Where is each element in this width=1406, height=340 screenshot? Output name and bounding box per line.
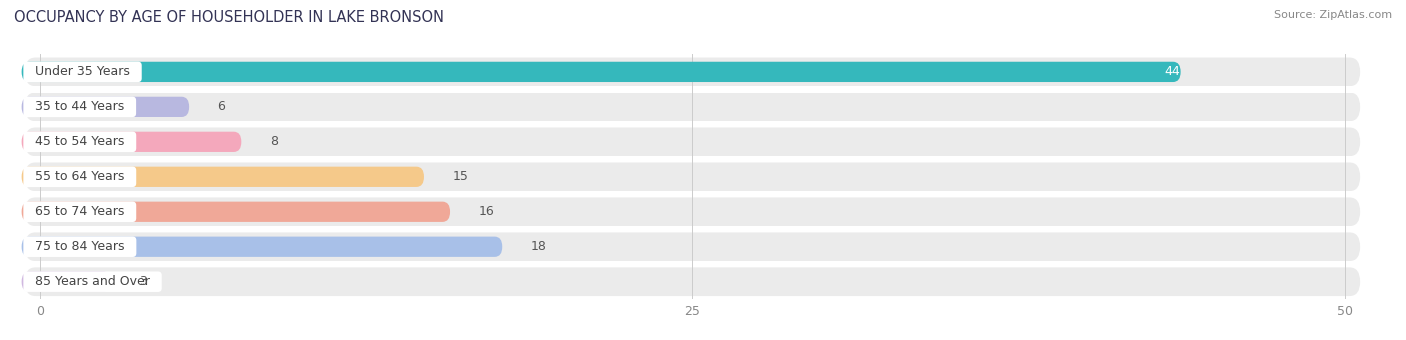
FancyBboxPatch shape [25, 57, 1360, 86]
FancyBboxPatch shape [21, 237, 502, 257]
Text: 65 to 74 Years: 65 to 74 Years [27, 205, 132, 218]
Bar [14, 191, 1371, 198]
Text: 16: 16 [478, 205, 495, 218]
Text: OCCUPANCY BY AGE OF HOUSEHOLDER IN LAKE BRONSON: OCCUPANCY BY AGE OF HOUSEHOLDER IN LAKE … [14, 10, 444, 25]
FancyBboxPatch shape [21, 202, 450, 222]
Text: Under 35 Years: Under 35 Years [27, 65, 138, 79]
FancyBboxPatch shape [21, 272, 111, 292]
Bar [14, 156, 1371, 163]
FancyBboxPatch shape [21, 62, 1181, 82]
FancyBboxPatch shape [25, 163, 1360, 191]
Text: 8: 8 [270, 135, 278, 148]
FancyBboxPatch shape [25, 198, 1360, 226]
FancyBboxPatch shape [25, 128, 1360, 156]
Text: 15: 15 [453, 170, 468, 183]
FancyBboxPatch shape [25, 92, 1360, 121]
Text: 6: 6 [218, 100, 225, 113]
Text: 45 to 54 Years: 45 to 54 Years [27, 135, 132, 148]
Text: Source: ZipAtlas.com: Source: ZipAtlas.com [1274, 10, 1392, 20]
Bar [14, 121, 1371, 128]
Bar [14, 86, 1371, 92]
FancyBboxPatch shape [21, 97, 190, 117]
FancyBboxPatch shape [21, 167, 425, 187]
FancyBboxPatch shape [21, 132, 242, 152]
Bar [14, 226, 1371, 233]
Text: 75 to 84 Years: 75 to 84 Years [27, 240, 132, 253]
FancyBboxPatch shape [25, 267, 1360, 296]
Text: 18: 18 [530, 240, 547, 253]
Text: 55 to 64 Years: 55 to 64 Years [27, 170, 132, 183]
Text: 3: 3 [139, 275, 148, 288]
Text: 85 Years and Over: 85 Years and Over [27, 275, 157, 288]
Text: 35 to 44 Years: 35 to 44 Years [27, 100, 132, 113]
FancyBboxPatch shape [25, 233, 1360, 261]
Bar [14, 261, 1371, 267]
Text: 44: 44 [1164, 65, 1181, 79]
